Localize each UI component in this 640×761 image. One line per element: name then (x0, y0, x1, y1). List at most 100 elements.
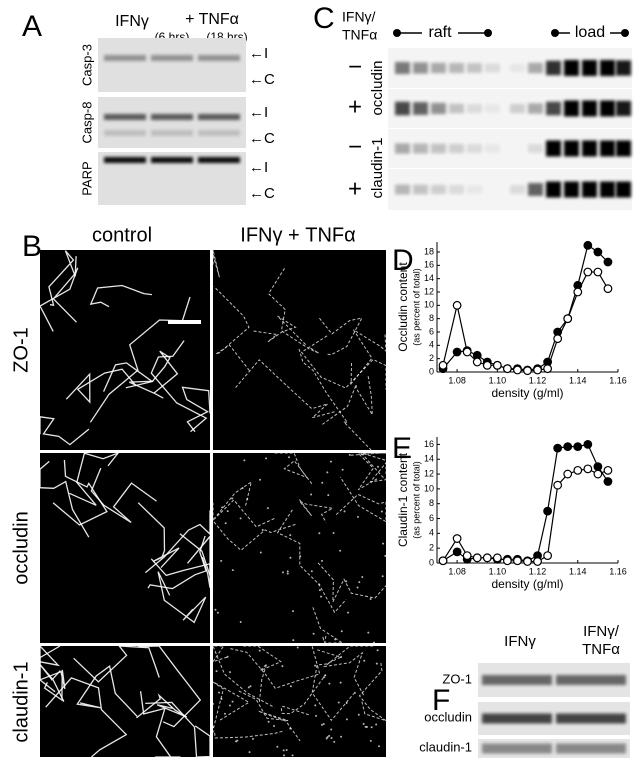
cell-border (300, 335, 387, 390)
cell-border (52, 459, 108, 526)
speckle (236, 739, 239, 742)
speckle (214, 608, 217, 611)
band (564, 181, 579, 198)
speckle (332, 532, 335, 535)
x-tick-label: 1.08 (448, 375, 466, 385)
column-label: IFNγ (115, 13, 149, 30)
speckle (218, 691, 221, 694)
cell-borders (39, 644, 211, 758)
speckle (345, 580, 348, 583)
speckle (333, 740, 336, 743)
y-tick-label: 14 (424, 273, 434, 283)
treatment-label: TNFα (342, 27, 377, 43)
cell-border (359, 452, 388, 483)
blot (98, 97, 246, 148)
speckle (329, 460, 332, 463)
cell-border (335, 476, 387, 523)
speckle (241, 487, 244, 490)
band (600, 181, 615, 198)
speckle (226, 655, 229, 658)
band (564, 100, 579, 117)
speckle (375, 723, 378, 726)
row-label: claudin-1 (10, 661, 32, 742)
band (485, 63, 500, 73)
speckle (384, 554, 387, 557)
cell-border (322, 645, 375, 696)
cell-border (238, 690, 301, 742)
speckle (223, 712, 226, 715)
band (151, 55, 193, 61)
y-tick-label: 10 (424, 483, 434, 493)
cell-border (212, 681, 250, 731)
band (198, 130, 240, 136)
speckle (212, 702, 215, 705)
speckle (318, 532, 321, 535)
cell-border (212, 502, 296, 551)
speckle (220, 697, 223, 700)
speckle (273, 724, 276, 727)
speckle (299, 555, 302, 558)
data-point (543, 551, 553, 560)
band (564, 60, 579, 76)
cell-border (253, 315, 307, 346)
cell-border (137, 502, 180, 569)
y-axis-sublabel: (as percent of total) (411, 268, 421, 346)
data-point (452, 547, 462, 557)
panel-label: D (392, 244, 414, 277)
speckle (291, 610, 294, 613)
band (510, 63, 525, 73)
micrograph (40, 250, 210, 450)
x-tick-label: 1.14 (569, 566, 587, 576)
speckle (372, 641, 375, 644)
cell-border (136, 693, 188, 719)
speckle (310, 493, 313, 496)
data-point (492, 553, 502, 563)
speckle (348, 453, 351, 456)
speckle (323, 676, 326, 679)
speckle (212, 726, 215, 729)
panel-label: C (313, 2, 335, 35)
band (482, 675, 552, 685)
band (395, 184, 410, 195)
cell-border (39, 644, 60, 693)
x-tick-label: 1.16 (609, 375, 627, 385)
row-label: PARP (79, 161, 94, 195)
band (582, 60, 597, 76)
speckle (251, 737, 254, 740)
speckle (231, 497, 234, 500)
speckle (289, 727, 292, 730)
speckle (358, 581, 361, 584)
speckle (357, 713, 360, 716)
speckle (296, 646, 299, 649)
band (556, 743, 626, 754)
panel-label: A (22, 10, 42, 43)
data-point (523, 366, 532, 376)
speckle (314, 704, 317, 707)
band (546, 181, 561, 198)
y-tick-label: 4 (429, 528, 434, 538)
speckle (310, 570, 313, 573)
y-tick-label: 8 (429, 498, 434, 508)
speckle (376, 465, 379, 468)
speckle (365, 726, 368, 729)
speckle (376, 649, 379, 652)
speckle (339, 681, 342, 684)
band (600, 100, 615, 117)
speckle (224, 522, 227, 525)
data-point (482, 360, 492, 370)
speckle (363, 659, 366, 662)
marker-label: ←I (249, 104, 268, 121)
y-tick-label: 16 (424, 260, 434, 270)
cell-border (213, 286, 250, 371)
speckle (328, 734, 331, 737)
y-axis-label: Occludin content (396, 262, 410, 352)
band (556, 713, 626, 724)
speckle (283, 754, 286, 757)
y-tick-label: 14 (424, 454, 434, 464)
micrograph (40, 453, 210, 643)
cell-borders (212, 452, 388, 644)
cell-border (311, 649, 355, 722)
y-tick-label: 12 (424, 286, 434, 296)
speckle (281, 665, 284, 668)
